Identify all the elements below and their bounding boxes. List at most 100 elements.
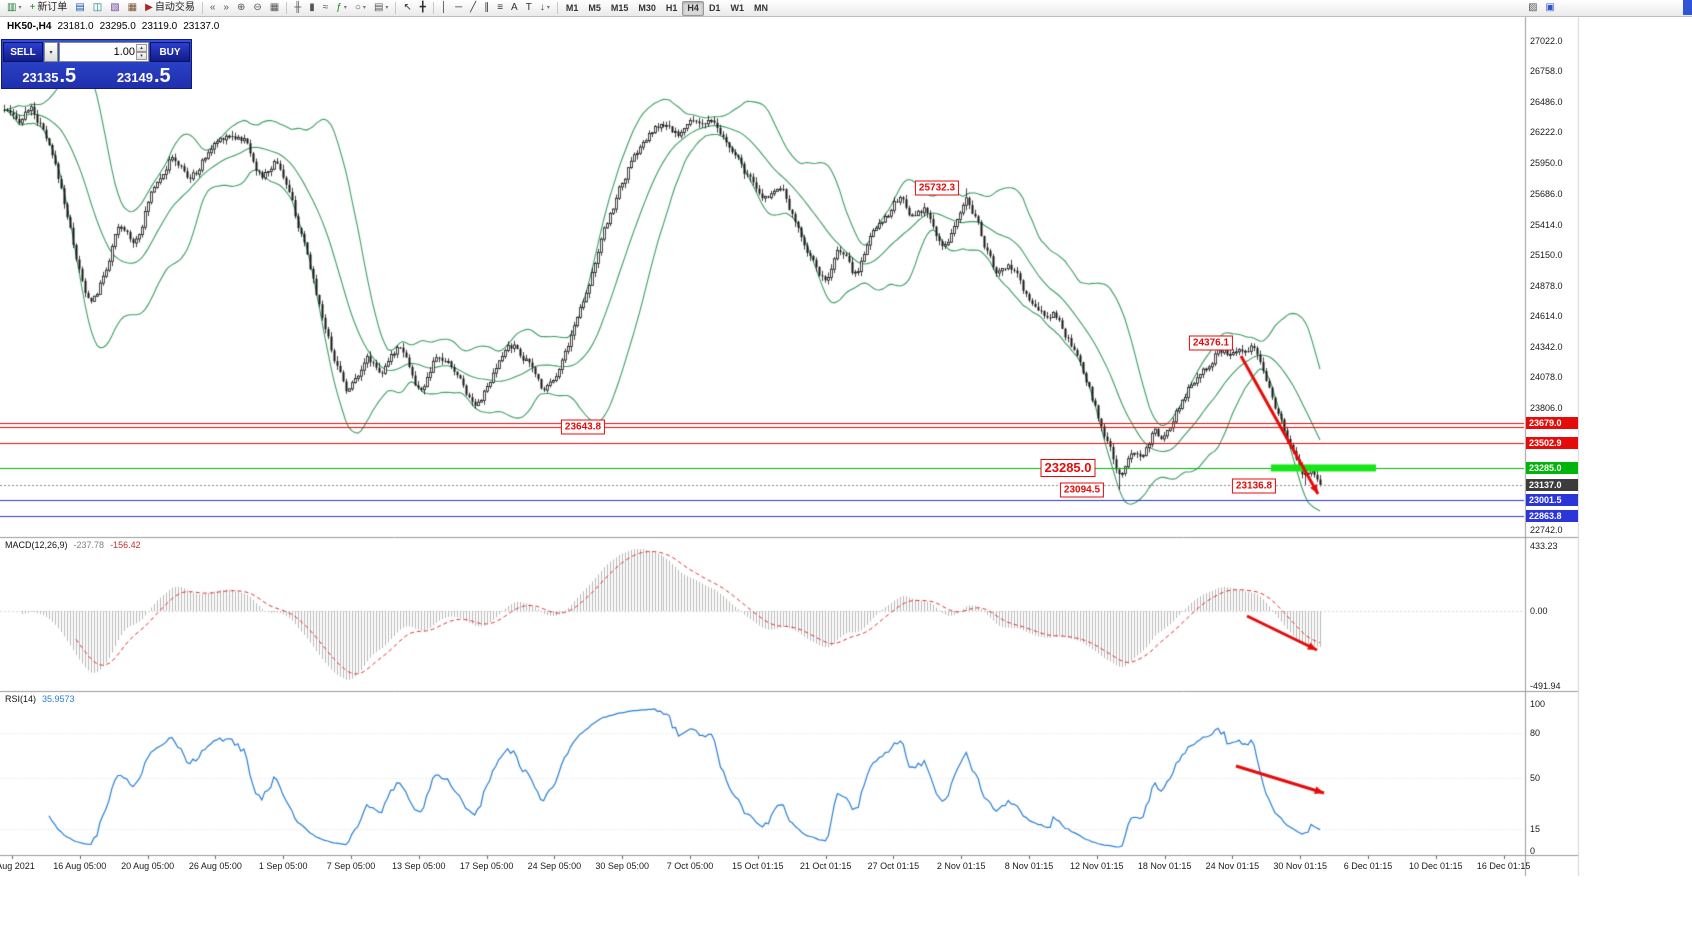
periods-button[interactable]: ○ ▾	[351, 1, 370, 16]
terminal-button[interactable]: ▦	[124, 1, 141, 16]
time-axis-label: 13 Sep 05:00	[392, 861, 446, 871]
chevron-down-icon: ▾	[343, 5, 347, 11]
toolbar-separator	[556, 2, 558, 14]
timeframe-m15-button[interactable]: M15	[606, 1, 634, 16]
bar-chart-button[interactable]: ╫	[290, 1, 305, 16]
timeframe-d1-button[interactable]: D1	[704, 1, 726, 16]
price-tick-label: 26222.0	[1530, 127, 1563, 138]
market-watch-button[interactable]: ▤	[71, 1, 88, 16]
price-tick-label: 24342.0	[1530, 342, 1563, 353]
navigator-button[interactable]: ▧	[106, 1, 123, 16]
timeframe-m30-button[interactable]: M30	[633, 1, 661, 16]
sell-price-main: 23135	[22, 70, 59, 85]
channel-icon: ∥	[484, 2, 490, 13]
volume-up-button[interactable]: ▴	[136, 44, 147, 52]
fibonacci-button[interactable]: ≡	[493, 1, 507, 16]
new-chart-icon: ▥	[7, 2, 17, 13]
autotrading-button[interactable]: ▶ 自动交易	[141, 1, 199, 16]
chart-profile-icon: ▨	[1528, 2, 1538, 13]
time-axis-label: 27 Oct 01:15	[867, 861, 920, 871]
timeframe-h4-button[interactable]: H4	[682, 0, 704, 16]
chart-profile-button[interactable]: ▨	[1524, 1, 1541, 16]
toolbar-right-group: ▨ ▣	[1524, 1, 1559, 16]
window-edge-accent	[1683, 0, 1692, 15]
macd-value: -237.78	[73, 540, 105, 550]
time-axis-label: 10 Dec 01:15	[1409, 861, 1463, 871]
volume-down-button[interactable]: ▾	[136, 52, 147, 60]
new-order-icon: +	[29, 2, 36, 13]
zoom-out-button[interactable]: ⊖	[249, 1, 265, 16]
price-tick-label: 27022.0	[1530, 36, 1563, 46]
time-axis-label: 24 Sep 05:00	[527, 861, 582, 871]
new-order-button[interactable]: + 新订单	[25, 1, 71, 16]
timeframe-m1-button[interactable]: M1	[561, 1, 584, 16]
macd-header: MACD(12,26,9) -237.78 -156.42	[5, 540, 141, 550]
trendline-button[interactable]: ╱	[466, 1, 480, 16]
indicators-icon: ƒ	[336, 2, 342, 13]
rsi-scale-label: 0	[1530, 846, 1536, 856]
price-annotation: 24376.1	[1188, 335, 1234, 351]
chevron-down-icon: ▾	[49, 49, 53, 56]
tile-windows-button[interactable]: ▦	[266, 1, 283, 16]
horizontal-line-button[interactable]: ─	[451, 1, 466, 16]
zoom-in-button[interactable]: ⊕	[233, 1, 249, 16]
data-window-button[interactable]: ◫	[89, 1, 106, 16]
chevron-down-icon: ▾	[385, 5, 389, 11]
timeframe-toolbar: M1 M5 M15 M30 H1 H4 D1 W1 MN	[561, 0, 773, 16]
auto-scroll-button[interactable]: »	[219, 1, 233, 16]
price-tag: 23285.0	[1526, 461, 1578, 474]
candlestick-chart-button[interactable]: ▮	[305, 1, 319, 16]
vertical-line-button[interactable]: │	[437, 1, 451, 16]
price-tag: 23679.0	[1526, 416, 1578, 429]
templates-button[interactable]: ▤ ▾	[370, 1, 392, 16]
bar-chart-icon: ╫	[294, 2, 302, 13]
label-button[interactable]: T	[522, 1, 536, 16]
crosshair-icon: ╋	[419, 2, 426, 13]
new-chart-button[interactable]: ▥ ▾	[3, 1, 25, 16]
timeframe-m5-button[interactable]: M5	[583, 1, 606, 16]
text-button[interactable]: A	[507, 1, 522, 16]
time-axis-label: 24 Nov 01:15	[1205, 861, 1260, 871]
rsi-scale-label: 100	[1530, 699, 1546, 709]
ohlc-high: 23295.0	[99, 21, 136, 32]
sell-button[interactable]: SELL	[3, 42, 43, 62]
price-tick-label: 26486.0	[1530, 97, 1563, 108]
timeframe-h1-button[interactable]: H1	[661, 1, 683, 16]
timeframe-w1-button[interactable]: W1	[725, 1, 749, 16]
chart-shift-button[interactable]: «	[206, 1, 220, 16]
indicators-button[interactable]: ƒ ▾	[332, 1, 351, 16]
cursor-button[interactable]: ↖	[399, 1, 415, 16]
chevron-down-icon: ▾	[362, 5, 366, 11]
time-axis-label: 30 Sep 05:00	[595, 861, 649, 871]
time-axis-label: 2 Nov 01:15	[936, 861, 986, 871]
price-annotation: 25732.3	[914, 180, 960, 196]
toolbar-separator	[395, 2, 397, 14]
time-axis-label: 15 Oct 01:15	[732, 861, 784, 871]
time-axis-label: 26 Aug 05:00	[188, 861, 242, 871]
time-axis-label: 8 Nov 01:15	[1004, 861, 1054, 871]
time-axis-label: 30 Nov 01:15	[1273, 861, 1327, 871]
templates-icon: ▤	[373, 2, 384, 13]
volume-dropdown-button[interactable]: ▾	[44, 42, 58, 62]
buy-price: 23149 .5	[97, 64, 192, 90]
toolbar-separator	[432, 2, 434, 14]
macd-scale-label: 0.00	[1530, 606, 1548, 616]
data-window-icon: ◫	[92, 2, 103, 13]
channel-button[interactable]: ∥	[480, 1, 493, 16]
price-tick-label: 25150.0	[1530, 249, 1563, 260]
chart-ohlc-header: HK50-,H4 23181.0 23295.0 23119.0 23137.0	[7, 21, 219, 32]
timeframe-mn-button[interactable]: MN	[749, 1, 773, 16]
one-click-prices-row: 23135 .5 23149 .5	[2, 64, 191, 90]
buy-button[interactable]: BUY	[150, 42, 190, 62]
price-tick-label: 23806.0	[1530, 403, 1563, 414]
crosshair-button[interactable]: ╋	[416, 1, 430, 16]
volume-input[interactable]	[60, 45, 148, 59]
time-axis-label: 20 Aug 05:00	[121, 861, 175, 871]
window-list-button[interactable]: ▣	[1542, 1, 1559, 16]
arrows-tool-button[interactable]: ↓ ▾	[536, 1, 554, 16]
price-tag: 23001.5	[1526, 494, 1578, 507]
rsi-label: RSI(14)	[5, 694, 37, 704]
line-chart-button[interactable]: ≈	[319, 1, 333, 16]
price-tick-label: 26758.0	[1530, 66, 1563, 77]
